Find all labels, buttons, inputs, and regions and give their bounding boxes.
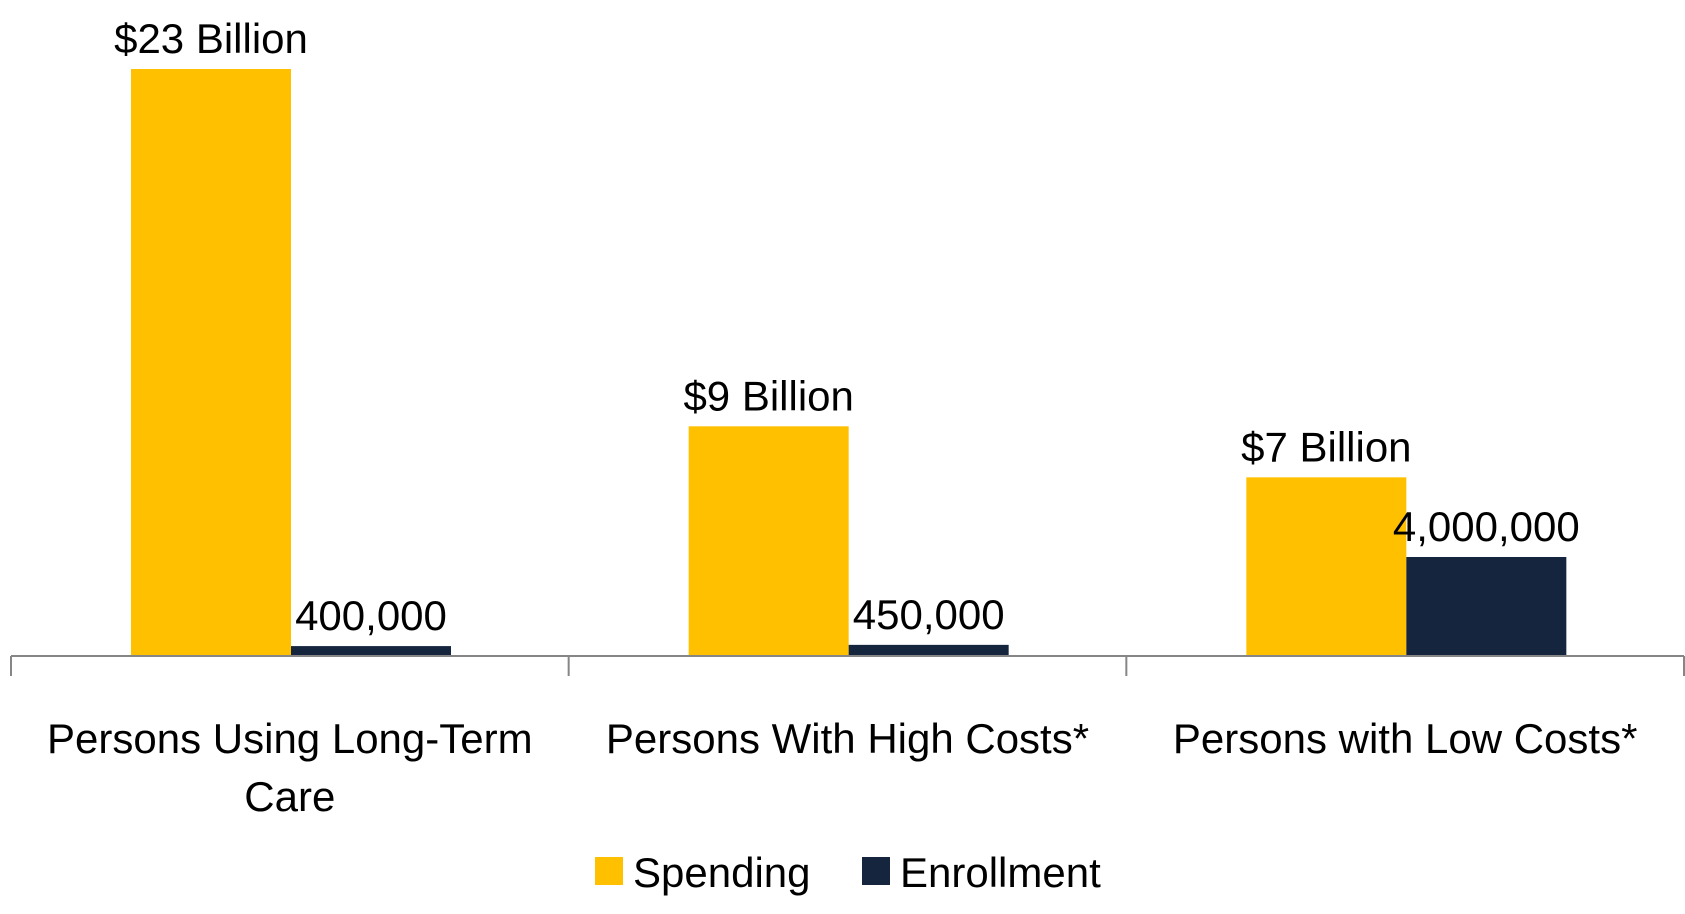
bar-spending-1: [131, 69, 291, 656]
category-label-1: Care: [244, 773, 335, 820]
legend-swatch-spending: [595, 857, 623, 885]
legend-label-enrollment: Enrollment: [900, 849, 1101, 896]
data-label-enrollment-2: 450,000: [853, 591, 1005, 638]
bar-spending-3: [1246, 477, 1407, 656]
data-label-enrollment-1: 400,000: [295, 592, 447, 639]
category-label-2: Persons With High Costs*: [606, 715, 1089, 762]
bar-enrollment-2: [848, 644, 1009, 656]
category-label-3: Persons with Low Costs*: [1173, 715, 1638, 762]
bar-spending-2: [688, 426, 849, 656]
category-label-1: Persons Using Long-Term: [47, 715, 533, 762]
data-label-enrollment-3: 4,000,000: [1393, 503, 1580, 550]
data-label-spending-2: $9 Billion: [683, 372, 853, 419]
data-label-spending-1: $23 Billion: [114, 15, 308, 62]
bar-enrollment-3: [1406, 557, 1567, 656]
legend-swatch-enrollment: [862, 857, 890, 885]
legend-label-spending: Spending: [633, 849, 811, 896]
data-label-spending-3: $7 Billion: [1241, 423, 1411, 470]
bar-enrollment-1: [291, 646, 451, 656]
